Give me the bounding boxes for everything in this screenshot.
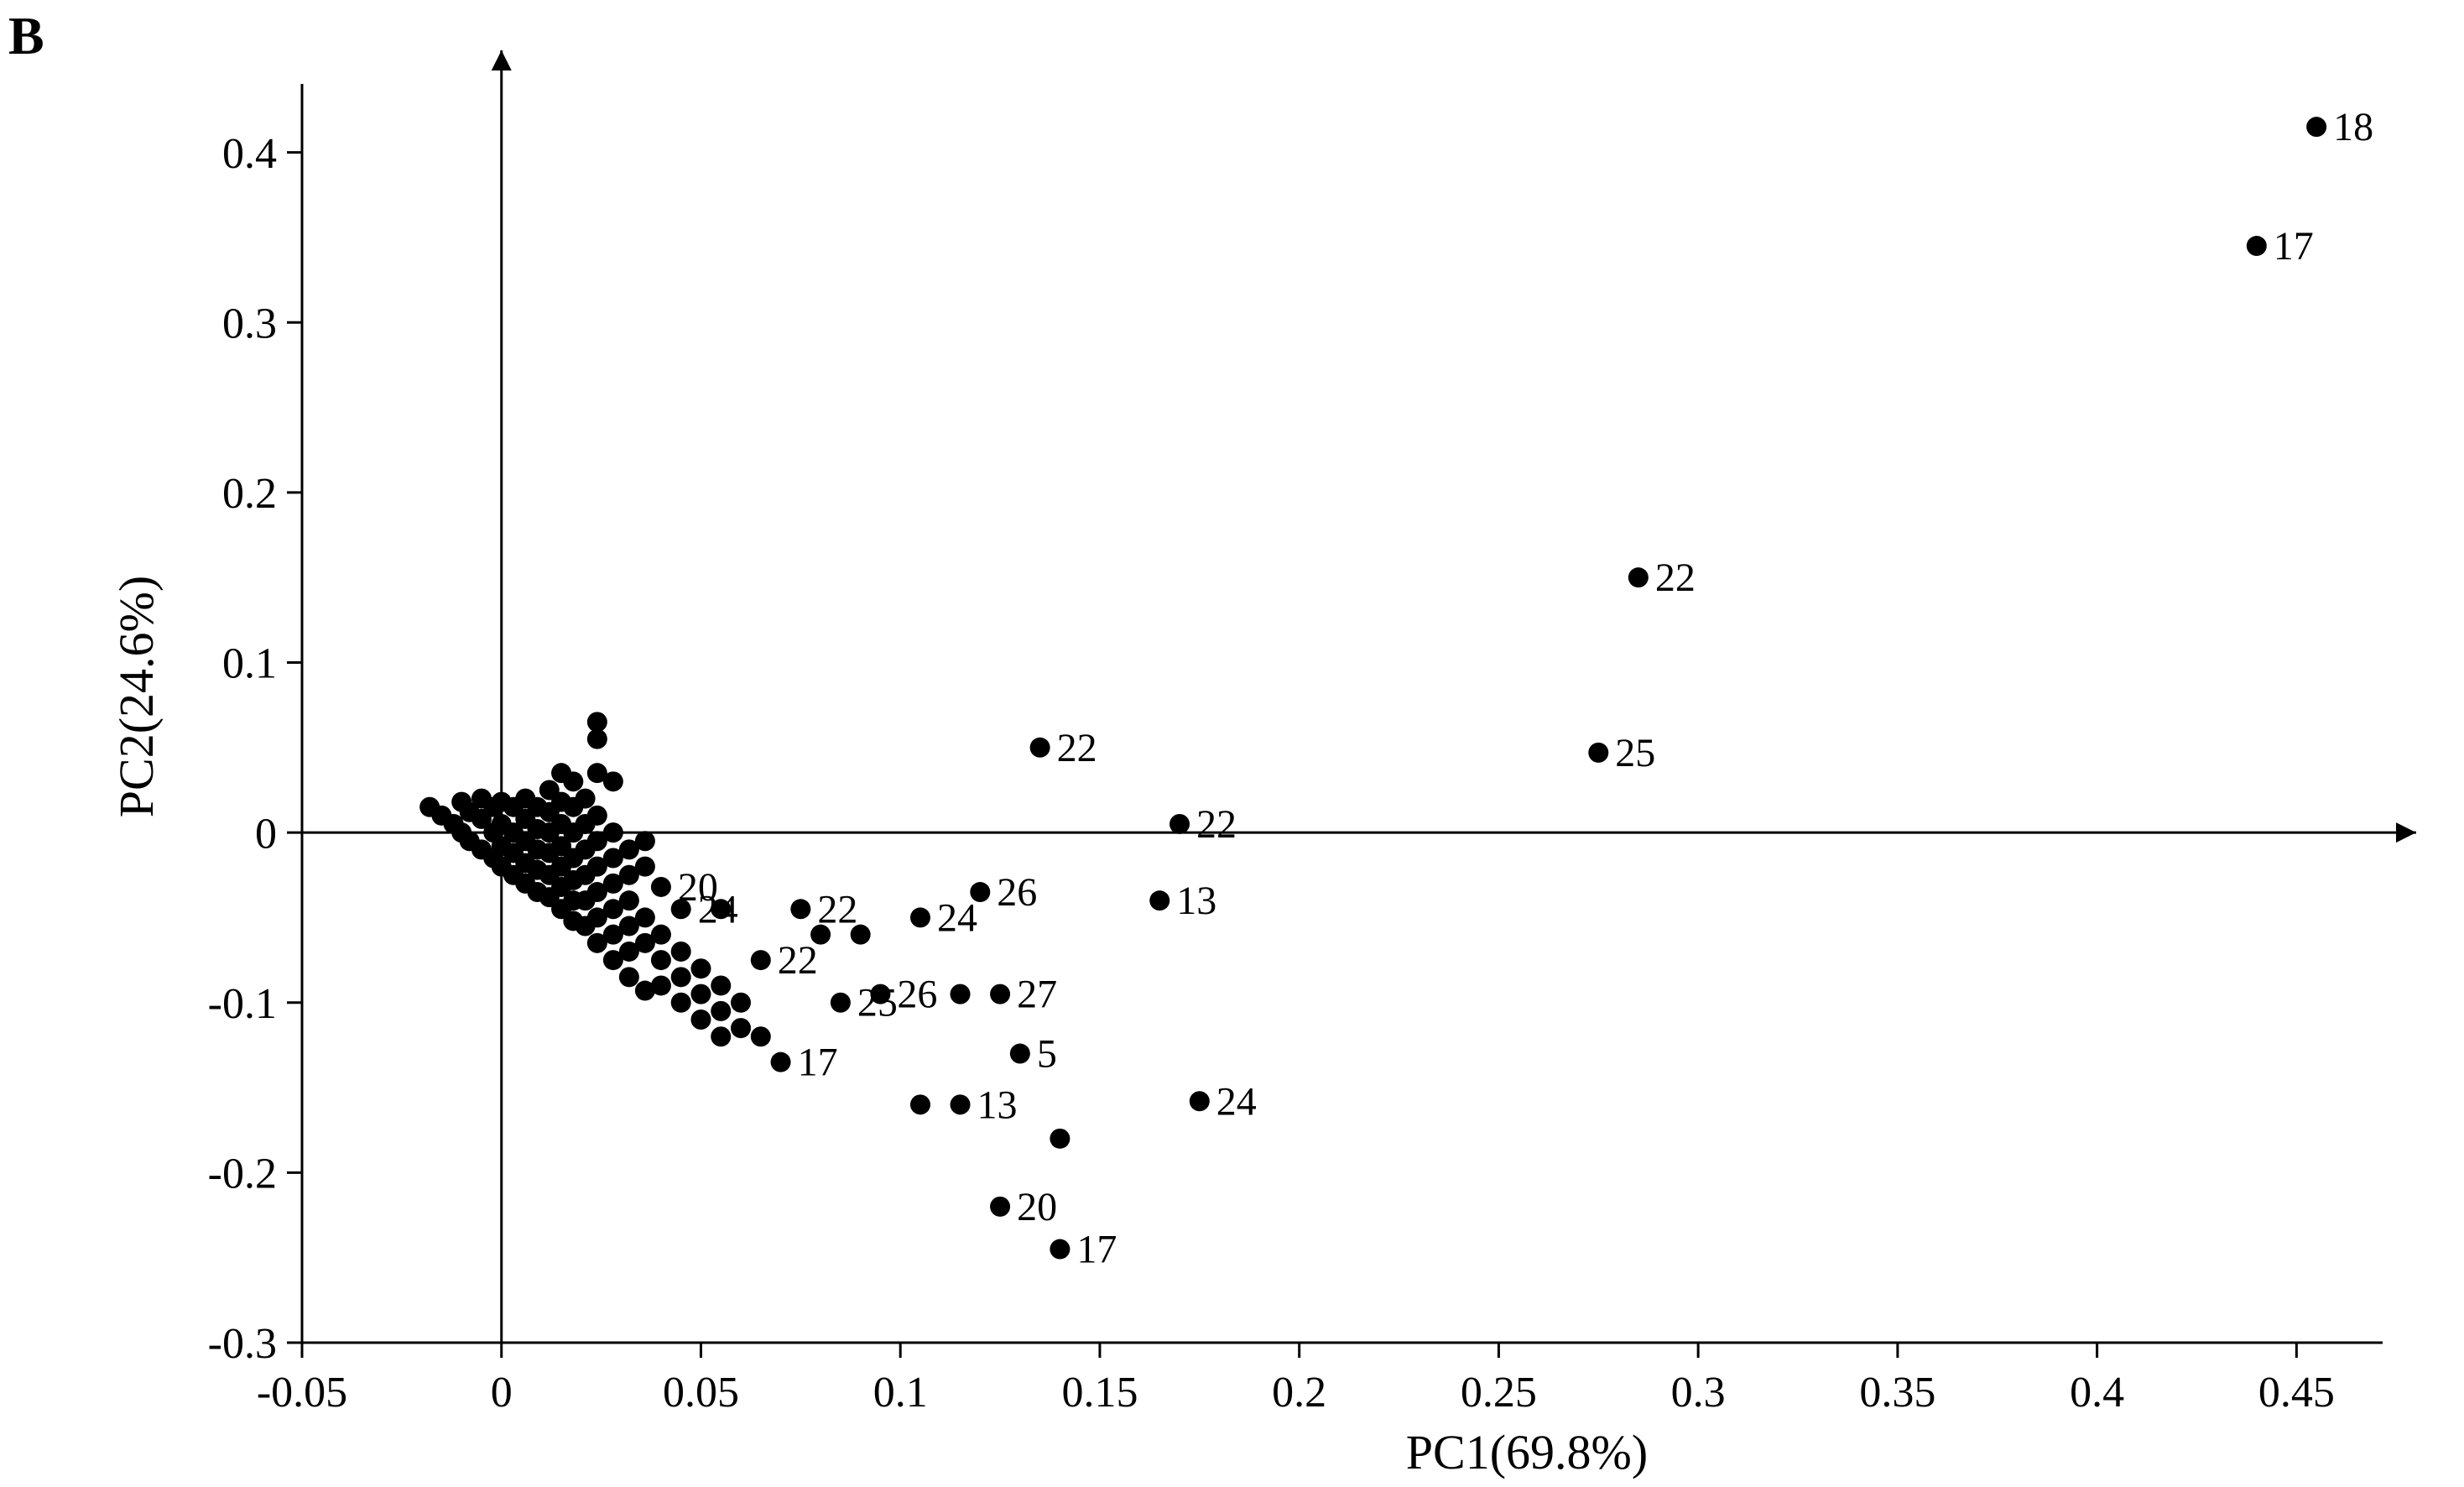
y-tick-label: -0.2 [208, 1150, 277, 1198]
scatter-point [2306, 117, 2326, 137]
scatter-point [1010, 1044, 1030, 1064]
scatter-point [587, 806, 607, 826]
scatter-point [1588, 743, 1608, 763]
scatter-point [671, 942, 691, 962]
scatter-point-label: 25 [857, 981, 898, 1025]
scatter-point-label: 24 [698, 887, 738, 931]
scatter-point-label: 17 [798, 1041, 838, 1085]
scatter-point [603, 771, 623, 791]
scatter-point [671, 993, 691, 1013]
scatter-point [603, 822, 623, 843]
scatter-point [1050, 1129, 1070, 1149]
x-tick-label: 0.3 [1671, 1369, 1726, 1417]
scatter-point [651, 975, 671, 995]
scatter-point [711, 1026, 731, 1046]
scatter-point [619, 967, 639, 987]
scatter-point [1169, 814, 1190, 834]
scatter-point [563, 771, 583, 791]
x-axis-arrow [2396, 822, 2416, 843]
scatter-point-label: 18 [2333, 105, 2373, 149]
scatter-point [771, 1052, 791, 1072]
chart-container: { "panel_label": "B", "panel_label_fonts… [0, 0, 2464, 1487]
scatter-point [671, 967, 691, 987]
y-tick-label: 0 [255, 810, 277, 858]
scatter-point-label: 24 [1216, 1079, 1257, 1124]
scatter-point [690, 958, 711, 978]
x-tick-label: 0.15 [1061, 1369, 1138, 1417]
y-tick-label: 0.4 [222, 130, 277, 178]
scatter-point [1149, 890, 1169, 910]
scatter-point [2247, 236, 2267, 256]
scatter-point [651, 925, 671, 945]
scatter-point-label: 26 [897, 973, 937, 1017]
scatter-point [951, 1094, 971, 1114]
scatter-point [711, 1001, 731, 1021]
scatter-point [651, 950, 671, 970]
scatter-point-label: 22 [817, 887, 857, 931]
points-group [419, 117, 2326, 1259]
axes-group [302, 50, 2416, 1343]
y-axis-arrow [492, 50, 512, 70]
scatter-point-label: 17 [2274, 224, 2314, 269]
scatter-point [831, 993, 851, 1013]
scatter-point [635, 857, 655, 877]
scatter-point [751, 1026, 771, 1046]
scatter-point-label: 5 [1037, 1032, 1057, 1077]
x-axis-label: PC1(69.8%) [1406, 1425, 1648, 1479]
scatter-point-label: 13 [977, 1083, 1018, 1127]
scatter-point [1050, 1239, 1070, 1260]
scatter-point [731, 1018, 751, 1038]
x-tick-label: 0.4 [2070, 1369, 2124, 1417]
scatter-point [651, 877, 671, 897]
scatter-point [1030, 738, 1050, 758]
scatter-point [731, 993, 751, 1013]
scatter-point [910, 1094, 930, 1114]
scatter-point-label: 22 [1655, 556, 1696, 600]
scatter-point-label: 22 [1057, 726, 1097, 770]
scatter-point [790, 899, 810, 919]
scatter-point [635, 831, 655, 851]
scatter-point [990, 1197, 1010, 1217]
scatter-point [690, 984, 711, 1004]
y-tick-label: -0.3 [208, 1320, 277, 1368]
x-tick-label: 0.25 [1461, 1369, 1537, 1417]
scatter-point-label: 26 [997, 870, 1037, 915]
x-tick-label: 0.05 [663, 1369, 739, 1417]
y-tick-label: 0.3 [222, 300, 277, 347]
scatter-point [1190, 1091, 1210, 1111]
scatter-point-label: 25 [1615, 731, 1655, 775]
scatter-point [910, 907, 930, 927]
scatter-point [711, 975, 731, 995]
scatter-point [587, 729, 607, 749]
x-tick-label: 0 [491, 1369, 513, 1417]
scatter-point [690, 1010, 711, 1030]
scatter-point [576, 789, 596, 809]
scatter-point-label: 13 [1176, 879, 1216, 923]
x-tick-label: -0.05 [257, 1369, 347, 1417]
point-labels-group: 1817222522222613202422242227262552413201… [678, 105, 2373, 1271]
y-tick-label: 0.2 [222, 470, 277, 518]
x-tick-label: 0.2 [1272, 1369, 1326, 1417]
scatter-point-label: 17 [1076, 1228, 1117, 1272]
ticks-group: -0.0500.050.10.150.20.250.30.350.40.45-0… [208, 130, 2335, 1417]
scatter-point-label: 27 [1017, 973, 1057, 1017]
y-axis-label: PC2(24.6%) [109, 576, 164, 817]
scatter-point [1628, 567, 1649, 587]
y-tick-label: -0.1 [208, 980, 277, 1028]
scatter-point [951, 984, 971, 1004]
x-tick-label: 0.1 [873, 1369, 928, 1417]
scatter-point [635, 907, 655, 927]
scatter-point-label: 22 [1196, 802, 1237, 847]
scatter-point-label: 20 [1017, 1185, 1057, 1229]
x-tick-label: 0.45 [2258, 1369, 2335, 1417]
scatter-plot-svg: -0.0500.050.10.150.20.250.30.350.40.45-0… [0, 0, 2464, 1487]
scatter-point [751, 950, 771, 970]
scatter-point [619, 890, 639, 910]
scatter-point-label: 22 [778, 938, 818, 983]
scatter-point [990, 984, 1010, 1004]
scatter-point-label: 24 [937, 895, 977, 940]
x-tick-label: 0.35 [1859, 1369, 1935, 1417]
y-tick-label: 0.1 [222, 640, 277, 688]
